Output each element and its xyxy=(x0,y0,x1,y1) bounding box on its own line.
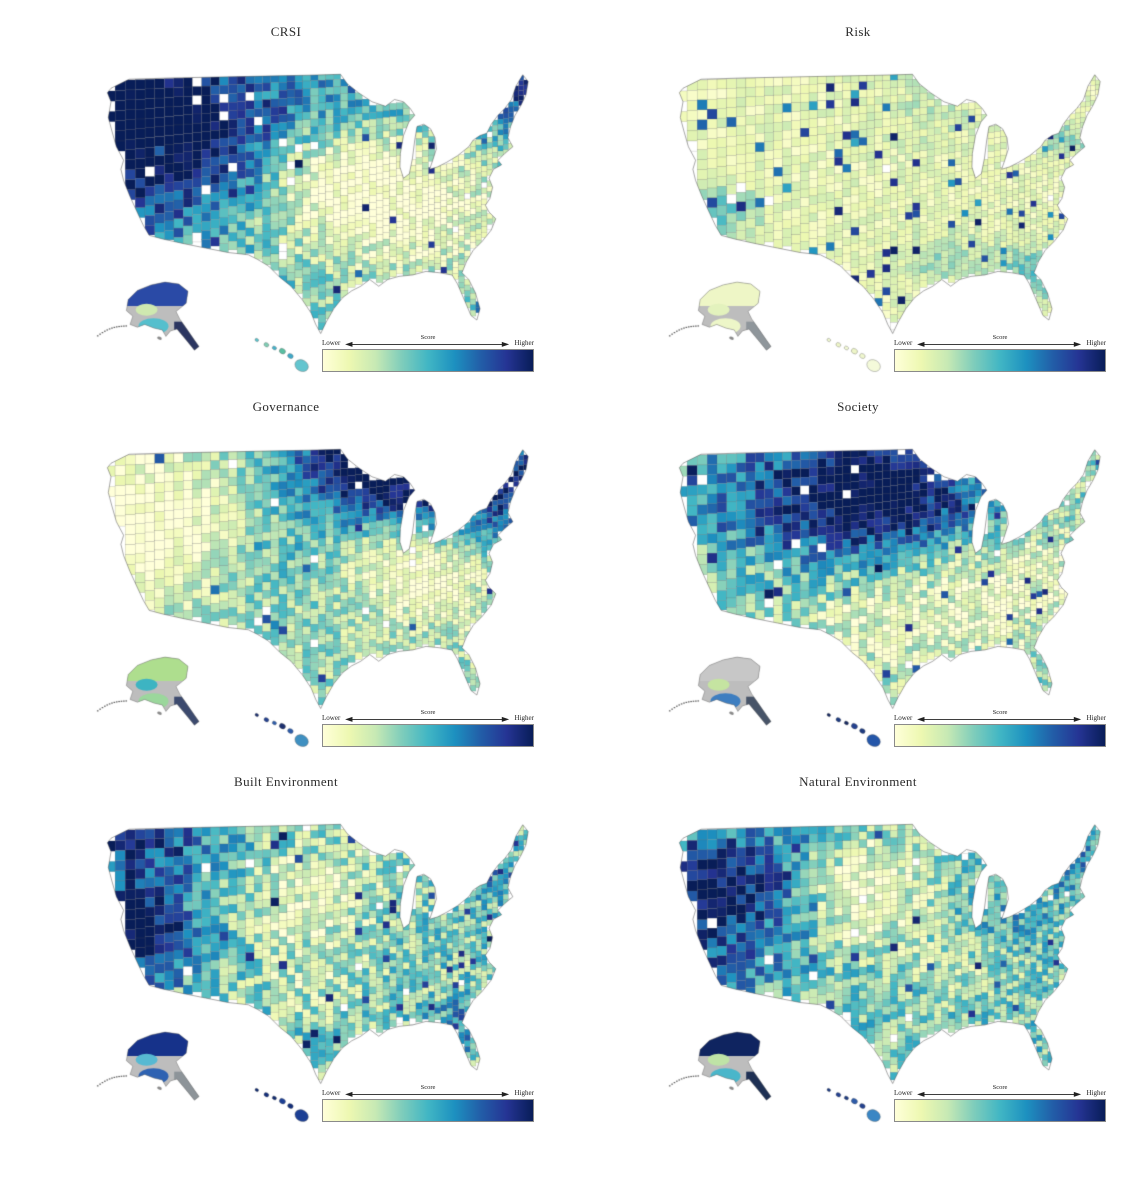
legend-score-arrow-icon xyxy=(345,1091,510,1097)
legend-labels: Lower Score Higher xyxy=(894,1084,1106,1098)
map-area: Lower Score Higher xyxy=(0,792,572,1130)
legend-gradient-bar xyxy=(322,349,534,372)
map-figure-grid: CRSI Lower Score Higher Risk Lower xyxy=(0,14,1144,1139)
legend-score-label: Score xyxy=(420,1084,436,1091)
map-area: Lower Score Higher xyxy=(572,417,1144,755)
legend-score-arrow-icon xyxy=(917,716,1082,722)
us-county-choropleth-canvas xyxy=(62,792,562,1130)
legend-higher-label: Higher xyxy=(1086,714,1106,722)
color-legend: Lower Score Higher xyxy=(894,1084,1106,1122)
color-legend: Lower Score Higher xyxy=(894,709,1106,747)
legend-score-label: Score xyxy=(992,334,1008,341)
legend-labels: Lower Score Higher xyxy=(322,709,534,723)
panel-title: Built Environment xyxy=(234,774,338,789)
legend-higher-label: Higher xyxy=(1086,339,1106,347)
map-area: Lower Score Higher xyxy=(572,42,1144,380)
map-panel-society: Society Lower Score Higher xyxy=(572,389,1144,764)
color-legend: Lower Score Higher xyxy=(322,709,534,747)
legend-score-label: Score xyxy=(992,709,1008,716)
map-area: Lower Score Higher xyxy=(572,792,1144,1130)
legend-labels: Lower Score Higher xyxy=(322,1084,534,1098)
us-county-choropleth-canvas xyxy=(634,792,1134,1130)
legend-score-label: Score xyxy=(992,1084,1008,1091)
legend-lower-label: Lower xyxy=(322,339,341,347)
legend-higher-label: Higher xyxy=(514,1089,534,1097)
us-county-choropleth-canvas xyxy=(62,417,562,755)
legend-higher-label: Higher xyxy=(1086,1089,1106,1097)
legend-gradient-bar xyxy=(894,724,1106,747)
panel-title: Governance xyxy=(252,399,320,414)
legend-lower-label: Lower xyxy=(894,1089,913,1097)
legend-score-arrow-icon xyxy=(917,1091,1082,1097)
legend-score-arrow-icon xyxy=(345,341,510,347)
map-area: Lower Score Higher xyxy=(0,42,572,380)
legend-score-arrow-icon xyxy=(345,716,510,722)
legend-lower-label: Lower xyxy=(322,714,341,722)
map-panel-crsi: CRSI Lower Score Higher xyxy=(0,14,572,389)
map-panel-built-environment: Built Environment Lower Score Higher xyxy=(0,764,572,1139)
us-county-choropleth-canvas xyxy=(62,42,562,380)
legend-higher-label: Higher xyxy=(514,339,534,347)
legend-score-label: Score xyxy=(420,709,436,716)
legend-score-arrow-icon xyxy=(917,341,1082,347)
legend-gradient-bar xyxy=(894,349,1106,372)
legend-gradient-bar xyxy=(322,1099,534,1122)
legend-gradient-bar xyxy=(894,1099,1106,1122)
legend-gradient-bar xyxy=(322,724,534,747)
panel-title: Society xyxy=(837,399,879,414)
map-area: Lower Score Higher xyxy=(0,417,572,755)
map-panel-risk: Risk Lower Score Higher xyxy=(572,14,1144,389)
legend-score-label: Score xyxy=(420,334,436,341)
legend-labels: Lower Score Higher xyxy=(322,334,534,348)
legend-labels: Lower Score Higher xyxy=(894,334,1106,348)
legend-lower-label: Lower xyxy=(894,714,913,722)
legend-higher-label: Higher xyxy=(514,714,534,722)
us-county-choropleth-canvas xyxy=(634,417,1134,755)
legend-lower-label: Lower xyxy=(894,339,913,347)
panel-title: Risk xyxy=(845,24,871,39)
color-legend: Lower Score Higher xyxy=(322,1084,534,1122)
panel-title: CRSI xyxy=(270,24,302,39)
legend-lower-label: Lower xyxy=(322,1089,341,1097)
panel-title: Natural Environment xyxy=(799,774,917,789)
us-county-choropleth-canvas xyxy=(634,42,1134,380)
color-legend: Lower Score Higher xyxy=(894,334,1106,372)
map-panel-natural-environment: Natural Environment Lower Score Higher xyxy=(572,764,1144,1139)
color-legend: Lower Score Higher xyxy=(322,334,534,372)
map-panel-governance: Governance Lower Score Higher xyxy=(0,389,572,764)
legend-labels: Lower Score Higher xyxy=(894,709,1106,723)
